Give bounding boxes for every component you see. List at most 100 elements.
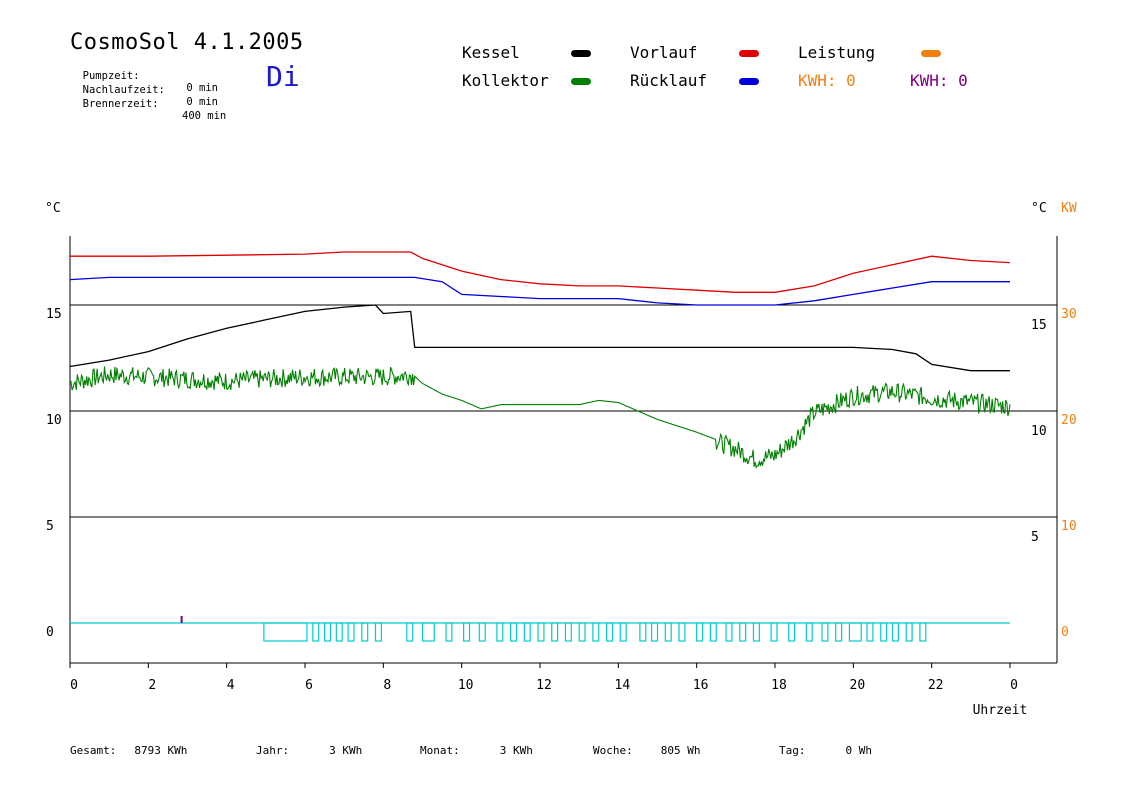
legend-leistung-swatch <box>921 50 941 57</box>
pump-block-32 <box>788 622 796 642</box>
pump-block-15 <box>537 622 545 642</box>
left-tick-label-0: 0 <box>46 625 54 640</box>
pump-block-10 <box>463 622 471 642</box>
x-tick-label-5: 10 <box>458 678 474 693</box>
footer-tag-value: 0 Wh <box>845 744 873 757</box>
x-tick-label-2: 4 <box>227 678 235 693</box>
footer-jahr-value: 3 KWh <box>329 744 363 757</box>
legend-ruecklauf-swatch <box>739 78 759 85</box>
footer-monat-label: Monat: <box>420 744 460 757</box>
footer-woche-label: Woche: <box>593 744 633 757</box>
pump-block-23 <box>651 622 659 642</box>
pump-block-3 <box>335 622 343 642</box>
pumpzeit-label: Pumpzeit: <box>82 70 140 82</box>
pump-block-41 <box>919 622 927 642</box>
pump-block-39 <box>891 622 899 642</box>
pump-block-37 <box>866 622 874 642</box>
pump-block-19 <box>592 622 600 642</box>
legend-kollektor-label: Kollektor <box>462 71 549 90</box>
pump-block-25 <box>678 622 686 642</box>
left-tick-label-5: 5 <box>46 519 54 534</box>
x-tick-label-11: 22 <box>928 678 944 693</box>
footer-jahr: Jahr: 3 KWh <box>256 744 362 757</box>
right-celsius-tick-label-10: 10 <box>1031 424 1047 439</box>
x-tick-label-4: 8 <box>383 678 391 693</box>
legend-leistung-label: Leistung <box>798 43 876 62</box>
brennerzeit-label: Brennerzeit: <box>82 98 159 110</box>
pump-block-12 <box>496 622 504 642</box>
x-tick-label-1: 2 <box>148 678 156 693</box>
pump-block-26 <box>696 622 704 642</box>
pump-block-24 <box>664 622 672 642</box>
series-line-vorlauf <box>70 251 1011 293</box>
footer-gesamt: Gesamt: 8793 KWh <box>70 744 187 757</box>
x-tick-label-0: 0 <box>70 678 78 693</box>
right-axis-unit-kw: KW <box>1061 201 1077 216</box>
footer-gesamt-label: Gesamt: <box>70 744 117 757</box>
legend-vorlauf-label: Vorlauf <box>630 43 698 62</box>
legend-kwh-purple: KWH: 0 <box>910 71 968 90</box>
pump-block-7 <box>406 622 414 642</box>
x-tick-label-8: 16 <box>693 678 709 693</box>
pump-block-11 <box>478 622 486 642</box>
pump-block-18 <box>578 622 586 642</box>
pump-block-1 <box>312 622 320 642</box>
x-tick-label-9: 18 <box>771 678 787 693</box>
pump-block-16 <box>551 622 559 642</box>
pump-block-9 <box>445 622 453 642</box>
pump-block-0 <box>263 622 308 642</box>
pump-block-8 <box>421 622 435 642</box>
x-tick-label-7: 14 <box>615 678 631 693</box>
right-kw-tick-label-30: 30 <box>1061 307 1077 322</box>
pump-block-30 <box>752 622 760 642</box>
pump-block-5 <box>361 622 369 642</box>
pump-block-36 <box>848 622 862 642</box>
pump-block-40 <box>905 622 913 642</box>
left-axis-unit: °C <box>45 201 61 216</box>
left-tick-label-15: 15 <box>46 307 62 322</box>
legend-kollektor-swatch <box>571 78 591 85</box>
right-kw-tick-label-0: 0 <box>1061 625 1069 640</box>
footer-tag: Tag: 0 Wh <box>779 744 872 757</box>
series-line-kessel <box>69 304 1010 372</box>
footer-monat: Monat: 3 KWh <box>420 744 533 757</box>
pump-block-17 <box>564 622 572 642</box>
x-tick-label-12: 0 <box>1010 678 1018 693</box>
legend-vorlauf-swatch <box>739 50 759 57</box>
pump-block-22 <box>639 622 647 642</box>
pump-block-14 <box>523 622 531 642</box>
series-line-ruecklauf <box>69 276 1010 306</box>
pump-block-4 <box>347 622 355 642</box>
pump-block-29 <box>739 622 747 642</box>
footer-gesamt-value: 8793 KWh <box>134 744 188 757</box>
pump-block-20 <box>605 622 614 642</box>
pumpzeit-row: Pumpzeit: 0 min <box>70 58 220 94</box>
x-axis-label: Uhrzeit <box>973 703 1028 718</box>
right-kw-tick-label-10: 10 <box>1061 519 1077 534</box>
pump-block-38 <box>880 622 888 642</box>
footer-jahr-label: Jahr: <box>256 744 290 757</box>
pump-block-21 <box>619 622 627 642</box>
legend-ruecklauf-label: Rücklauf <box>630 71 708 90</box>
left-tick-label-10: 10 <box>46 413 62 428</box>
pumpzeit-value: 0 min <box>186 82 218 94</box>
pump-block-13 <box>510 622 518 642</box>
chart-title: CosmoSol 4.1.2005 <box>70 30 304 55</box>
pump-block-27 <box>709 622 717 642</box>
footer-woche: Woche: 805 Wh <box>593 744 701 757</box>
footer-woche-value: 805 Wh <box>660 744 701 757</box>
right-celsius-tick-label-15: 15 <box>1031 318 1047 333</box>
nachlaufzeit-label: Nachlaufzeit: <box>82 84 165 96</box>
footer-tag-label: Tag: <box>779 744 806 757</box>
legend-kessel-label: Kessel <box>462 43 520 62</box>
pump-block-6 <box>374 622 382 642</box>
pump-block-31 <box>770 622 778 642</box>
x-tick-label-3: 6 <box>305 678 313 693</box>
x-tick-label-10: 20 <box>850 678 866 693</box>
x-tick-label-6: 12 <box>536 678 552 693</box>
right-axis-unit-celsius: °C <box>1031 201 1047 216</box>
pump-block-34 <box>821 622 829 642</box>
nachlaufzeit-value: 0 min <box>186 96 218 108</box>
nachlaufzeit-row: Nachlaufzeit: 0 min <box>70 72 220 108</box>
pump-block-35 <box>835 622 843 642</box>
